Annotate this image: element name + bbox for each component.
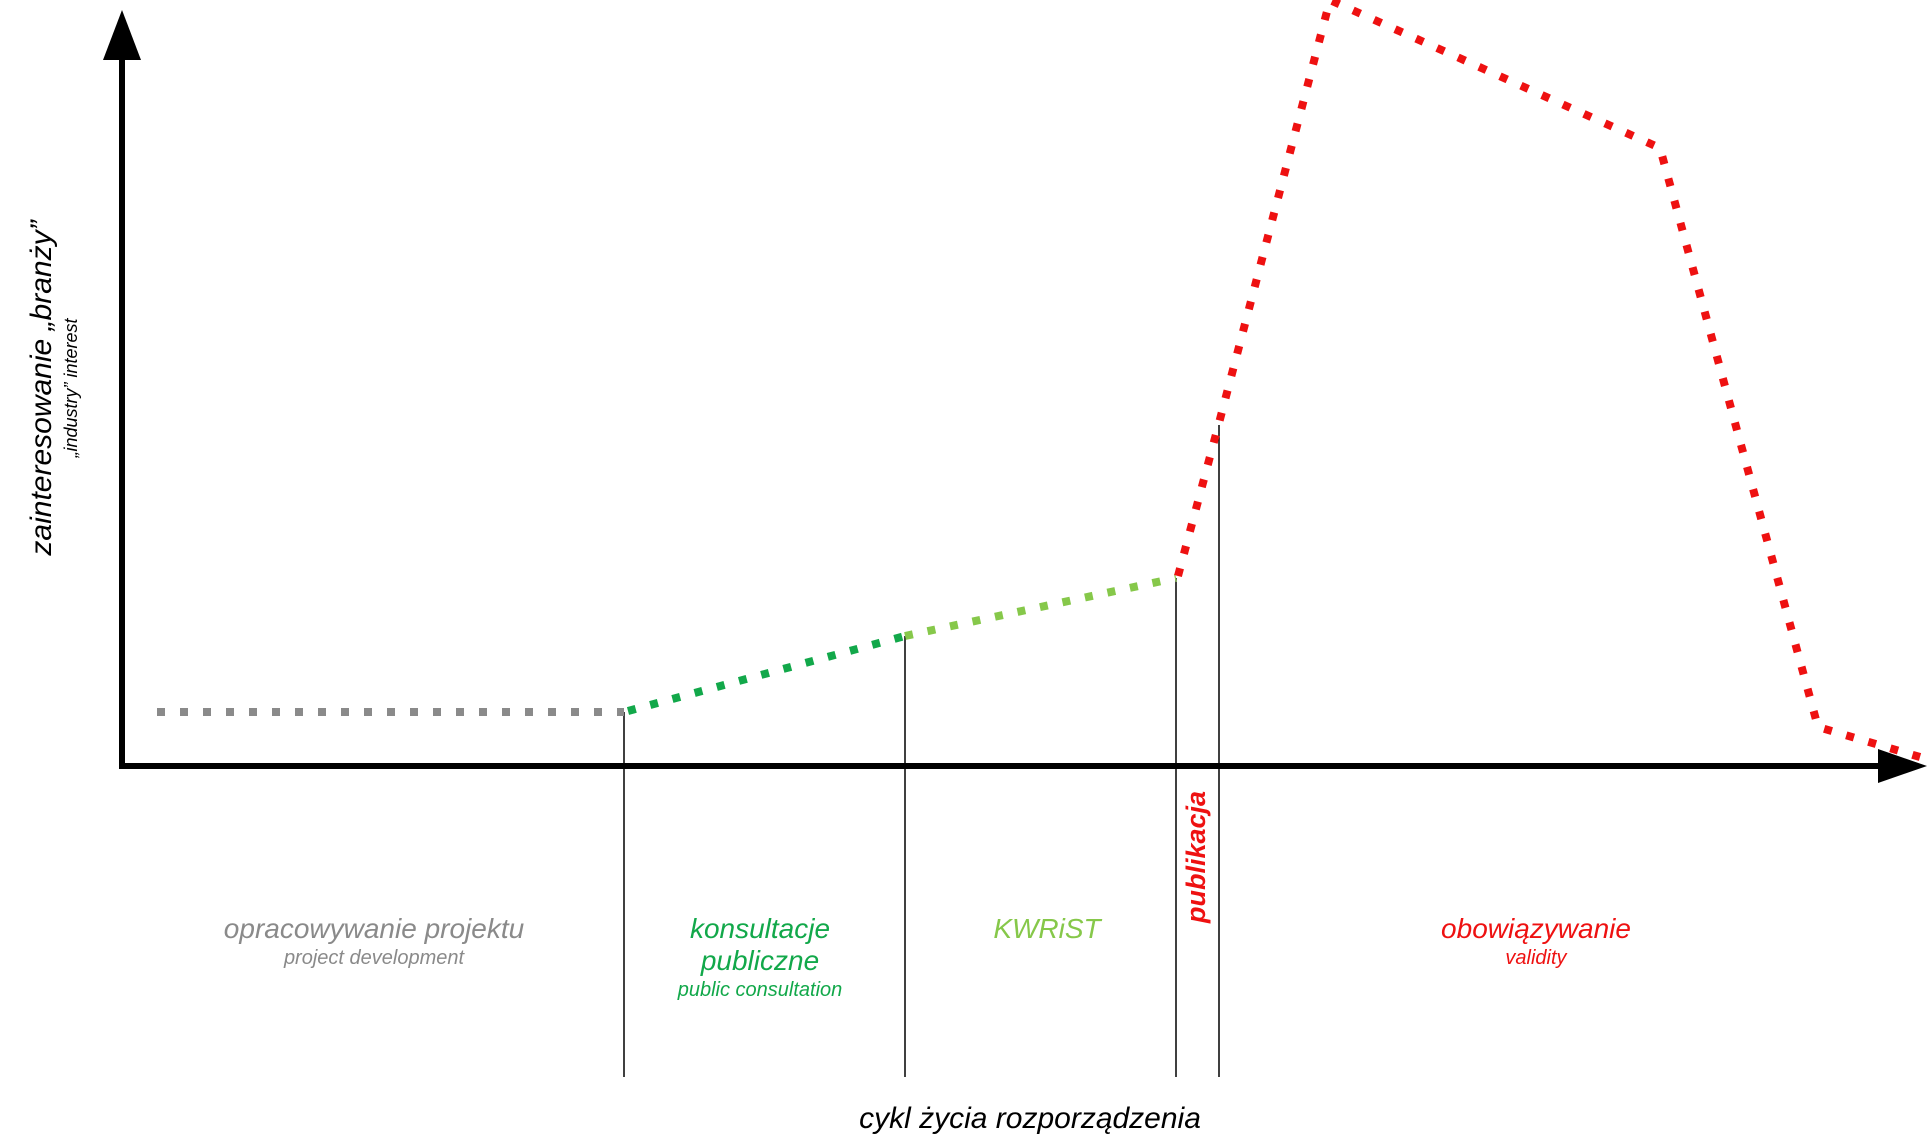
curve-publication-validity <box>1174 0 1922 761</box>
phase-label-publication: publikacja <box>1181 791 1211 924</box>
phase-sublabel-validity: validity <box>1505 947 1567 969</box>
phase-label-project-development: opracowywanie projektu <box>223 913 525 944</box>
x-axis-label: cykl życia rozporządzenia <box>859 1102 1201 1135</box>
phase-sublabel-project-development: project development <box>283 947 465 969</box>
phase-kwrist: KWRiST <box>932 913 1162 945</box>
y-axis-label: zainteresowanie „branży” <box>25 218 58 556</box>
phase-label-public-consultation: konsultacje publiczne <box>689 913 831 976</box>
curve-kwrist <box>904 574 1177 640</box>
phase-validity: obowiązywanie validity <box>1336 913 1736 971</box>
y-axis-sublabel: „industry” interest <box>61 317 81 458</box>
y-axis-arrowhead <box>103 10 141 60</box>
phase-label-validity: obowiązywanie <box>1441 913 1631 944</box>
phase-public-consultation: konsultacje publiczne public consultatio… <box>634 913 886 1003</box>
phase-sublabel-public-consultation: public consultation <box>677 979 843 1001</box>
phase-project-development: opracowywanie projektu project developme… <box>174 913 574 971</box>
x-axis-arrowhead <box>1878 749 1927 783</box>
phase-label-kwrist: KWRiST <box>993 913 1101 944</box>
curve-public-consultation <box>626 632 907 715</box>
